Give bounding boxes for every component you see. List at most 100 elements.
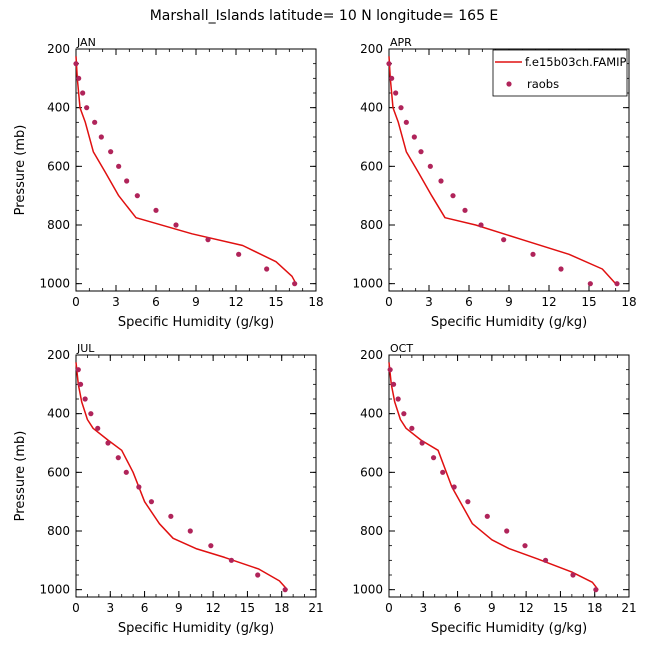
obs-point (228, 557, 235, 563)
obs-point (264, 266, 270, 272)
x-tick-label: 18 (274, 601, 289, 615)
x-tick-label: 3 (419, 601, 427, 615)
y-axis-title: Pressure (mb) (13, 125, 28, 216)
obs-point (187, 528, 193, 534)
legend-box (492, 49, 628, 97)
obs-point (168, 513, 174, 519)
obs-point (558, 266, 564, 272)
x-tick-label: 15 (581, 295, 596, 309)
model-line-jan (75, 56, 297, 285)
x-tick-label: 6 (152, 295, 160, 309)
obs-point (387, 367, 393, 373)
obs-point (136, 484, 142, 490)
x-tick-label: 3 (425, 295, 433, 309)
x-tick-label: 18 (308, 295, 323, 309)
obs-point (282, 587, 288, 593)
x-tick-label: 9 (488, 601, 496, 615)
obs-point (75, 367, 81, 373)
obs-point (570, 572, 576, 578)
obs-point (153, 207, 159, 213)
y-tick-label: 1000 (352, 277, 383, 291)
y-tick-label: 600 (360, 465, 383, 479)
obs-point (409, 425, 415, 431)
x-axis-title: Specific Humidity (g/kg) (431, 315, 587, 330)
y-tick-label: 1000 (39, 277, 70, 291)
model-line-oct (388, 362, 599, 591)
x-tick-label: 9 (192, 295, 200, 309)
y-tick-label: 400 (47, 407, 70, 421)
obs-point (255, 572, 261, 578)
obs-point (108, 149, 114, 155)
legend-obs-swatch (506, 81, 512, 87)
y-tick-label: 200 (360, 42, 383, 56)
y-tick-label: 800 (47, 524, 70, 538)
x-tick-label: 15 (240, 601, 255, 615)
obs-point (116, 163, 122, 169)
y-axis-title: Pressure (mb) (13, 431, 28, 522)
x-tick-label: 18 (587, 601, 602, 615)
x-tick-label: 9 (175, 601, 183, 615)
obs-point (419, 440, 425, 446)
obs-point (115, 455, 121, 461)
obs-point (614, 281, 620, 287)
y-tick-label: 200 (47, 348, 70, 362)
obs-point (401, 411, 407, 417)
panel-label-oct: OCT (390, 342, 413, 355)
x-tick-label: 0 (72, 601, 80, 615)
x-tick-label: 0 (72, 295, 80, 309)
obs-point (430, 455, 437, 461)
panels: JAN 0 3 6 9 12 15 18 200 400 600 800 1000 Specific Hu… (13, 36, 637, 636)
obs-point (123, 469, 129, 475)
panel-jul: JUL 0 3 6 9 12 15 18 21 200 400 600 800 1000 Specific … (13, 342, 324, 636)
obs-point (98, 134, 104, 140)
x-tick-label: 12 (228, 295, 243, 309)
x-tick-label: 3 (106, 601, 114, 615)
x-tick-label: 18 (621, 295, 636, 309)
x-tick-label: 12 (206, 601, 221, 615)
legend-model-label: f.e15b03ch.FAMIP (525, 55, 627, 69)
obs-point (465, 499, 471, 505)
model-line-apr (388, 56, 617, 285)
obs-point (205, 237, 211, 243)
x-tick-label: 6 (141, 601, 149, 615)
panel-jan: JAN 0 3 6 9 12 15 18 200 400 600 800 1000 Specific Hu… (13, 36, 324, 330)
obs-point (124, 178, 130, 184)
obs-point (105, 440, 111, 446)
y-tick-label: 400 (47, 101, 70, 115)
x-axis-title: Specific Humidity (g/kg) (118, 621, 274, 636)
obs-point (451, 484, 457, 490)
model-line-jul (75, 362, 288, 591)
panel-apr: APR 0 3 6 9 12 15 18 200 400 600 800 1000 Specific Hu… (352, 36, 636, 330)
obs-point (88, 411, 94, 417)
x-tick-label: 12 (519, 601, 534, 615)
obs-point (76, 75, 82, 81)
x-tick-label: 9 (505, 295, 513, 309)
panel-label-jan: JAN (76, 36, 96, 49)
y-tick-label: 1000 (39, 583, 70, 597)
obs-point (134, 193, 140, 199)
x-tick-label: 21 (621, 601, 636, 615)
y-tick-label: 800 (360, 524, 383, 538)
obs-point (438, 178, 444, 184)
obs-point (411, 134, 417, 140)
plot-frame-jul (75, 354, 317, 598)
obs-point (504, 528, 510, 534)
obs-point (462, 207, 468, 213)
obs-point (542, 557, 549, 563)
obs-point (208, 543, 214, 549)
panel-label-apr: APR (390, 36, 412, 49)
y-tick-label: 1000 (352, 583, 383, 597)
obs-point (450, 193, 456, 199)
obs-point (398, 105, 404, 111)
x-tick-label: 21 (308, 601, 323, 615)
x-tick-label: 15 (268, 295, 283, 309)
plot-frame-jan (75, 48, 317, 292)
obs-point (92, 119, 98, 125)
legend: f.e15b03ch.FAMIP raobs (492, 49, 628, 97)
x-axis-title: Specific Humidity (g/kg) (118, 315, 274, 330)
obs-point (478, 222, 484, 228)
obs-point (292, 281, 298, 287)
obs-point (84, 105, 90, 111)
obs-point (390, 381, 397, 387)
